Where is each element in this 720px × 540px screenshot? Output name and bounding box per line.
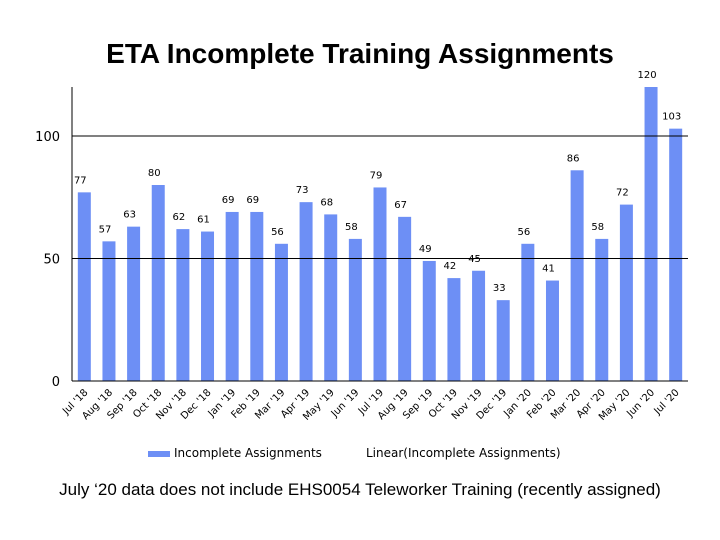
bar [521,243,535,381]
data-label: 77 [74,175,87,186]
bar-chart: 77 57 63 80 62 61 69 69 56 73 68 58 79 67 49 42 45 33 56 41… [35,70,688,423]
data-label: 62 [173,212,186,223]
bar [472,270,486,381]
bar [102,241,116,381]
footnote: July ‘20 data does not include EHS0054 T… [59,480,661,499]
legend-swatch [148,450,170,457]
data-label: 41 [542,264,555,275]
x-tick-label: Jul '20 [652,387,682,417]
data-label: 73 [296,185,309,196]
data-label: 63 [123,210,136,221]
bar [447,278,461,381]
data-label: 103 [662,112,681,123]
bar [225,211,239,381]
data-label: 67 [394,200,407,211]
bar [201,231,215,381]
bar [77,192,91,381]
y-tick-label: 0 [52,375,60,390]
bar [545,280,559,381]
data-label: 58 [345,222,358,233]
data-label: 57 [99,224,112,235]
data-label: 86 [567,153,580,164]
data-label: 80 [148,168,161,179]
data-label: 42 [444,261,457,272]
legend-series-label: Incomplete Assignments [174,446,322,460]
y-tick-label: 100 [35,130,60,145]
bar [324,214,338,381]
bar [398,216,412,381]
data-label: 56 [517,227,530,238]
legend-series: Incomplete Assignments [148,446,322,460]
bar [373,187,387,381]
data-label: 68 [320,197,333,208]
data-label: 33 [493,283,506,294]
data-label: 69 [246,195,259,206]
data-label: 56 [271,227,284,238]
bar [619,204,633,381]
data-label: 120 [637,70,656,81]
data-label: 49 [419,244,432,255]
data-label: 72 [616,188,629,199]
legend-trendline-label: Linear(Incomplete Assignments) [366,446,561,460]
bar [669,128,683,381]
data-label: 61 [197,215,210,226]
bar [250,211,264,381]
y-tick-label: 50 [43,253,60,268]
data-label: 58 [591,222,604,233]
bar [151,185,165,381]
bar [422,260,436,381]
data-label: 79 [370,170,383,181]
bar [570,170,584,381]
chart-title: ETA Incomplete Training Assignments [106,38,614,69]
data-label: 69 [222,195,235,206]
bar [127,226,141,381]
bar [496,300,510,381]
bar [595,238,609,381]
data-label: 45 [468,254,481,265]
bar [299,202,313,381]
legend-trendline: Linear(Incomplete Assignments) [366,446,561,460]
bar [348,238,362,381]
bar [644,87,658,381]
bar [274,243,288,381]
bar [176,229,190,381]
